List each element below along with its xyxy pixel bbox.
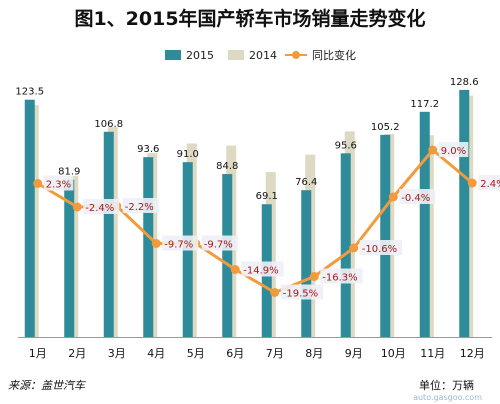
bar-value-label: 117.2 bbox=[410, 99, 439, 110]
yoy-label-text: -2.2% bbox=[125, 202, 154, 213]
yoy-label-text: -14.9% bbox=[243, 266, 278, 277]
yoy-label-bg bbox=[478, 175, 500, 190]
x-tick-label: 7月 bbox=[266, 347, 284, 360]
bar-value-label: 81.9 bbox=[58, 167, 80, 178]
legend-swatch-2015 bbox=[165, 50, 181, 60]
yoy-point bbox=[388, 192, 398, 202]
legend-swatch-2014 bbox=[228, 50, 244, 60]
bar-value-label: 76.4 bbox=[295, 177, 317, 188]
yoy-label-bg bbox=[83, 199, 120, 214]
legend-item-2014: 2014 bbox=[228, 44, 277, 66]
x-tick-label: 12月 bbox=[460, 347, 485, 360]
yoy-label: -2.2% bbox=[122, 198, 159, 213]
yoy-label: -10.6% bbox=[359, 240, 403, 255]
x-tick-labels-layer: 1月 2月 3月 4月 5月 6月 7月 8月 9月 10月 11月 12月 bbox=[29, 347, 485, 360]
yoy-point bbox=[230, 265, 240, 274]
bar-value-label: 105.2 bbox=[371, 122, 400, 133]
yoy-label-bg bbox=[201, 235, 238, 251]
yoy-label-bg bbox=[241, 261, 284, 277]
yoy-label: -2.4% bbox=[83, 199, 120, 214]
legend-swatch-yoy bbox=[285, 50, 307, 60]
bar-2015 bbox=[459, 89, 470, 337]
yoy-label-text: -9.7% bbox=[164, 240, 193, 251]
yoy-point bbox=[151, 239, 161, 248]
yoy-label-bg bbox=[43, 175, 74, 191]
legend: 2015 2014 同比变化 bbox=[0, 44, 500, 66]
bar-2015 bbox=[103, 131, 114, 337]
bar-value-label: 123.5 bbox=[15, 87, 44, 98]
yoy-label: 9.0% bbox=[438, 142, 469, 157]
yoy-label: 2.3% bbox=[43, 175, 74, 191]
x-tick-label: 9月 bbox=[345, 347, 363, 360]
yoy-point bbox=[270, 288, 280, 297]
yoy-point bbox=[33, 179, 43, 188]
bar-2015 bbox=[143, 157, 154, 337]
yoy-point bbox=[428, 145, 438, 155]
yoy-label-bg bbox=[438, 142, 469, 157]
yoy-label-text: -10.6% bbox=[362, 244, 397, 255]
yoy-label: -0.4% bbox=[399, 189, 436, 204]
yoy-label: -9.7% bbox=[201, 235, 238, 251]
bar-2015 bbox=[222, 174, 233, 337]
yoy-label-text: 2.3% bbox=[46, 180, 71, 191]
yoy-point bbox=[72, 202, 82, 212]
yoy-label-bg bbox=[320, 268, 363, 284]
bar-value-label: 95.6 bbox=[335, 140, 357, 151]
yoy-label-bg bbox=[399, 189, 436, 204]
x-tick-label: 2月 bbox=[68, 347, 86, 360]
bar-labels-layer: 123.5 81.9 106.8 93.6 91.0 84.8 69.1 76.4 95.6 10… bbox=[15, 77, 478, 202]
yoy-label-text: -16.3% bbox=[322, 273, 357, 284]
legend-label-2014: 2014 bbox=[249, 48, 277, 62]
bar-value-label: 69.1 bbox=[256, 191, 278, 202]
bar-2015 bbox=[419, 111, 430, 338]
bar-value-label: 84.8 bbox=[216, 161, 238, 172]
yoy-label-bg bbox=[122, 198, 159, 213]
yoy-label: -19.5% bbox=[280, 284, 324, 300]
x-tick-label: 11月 bbox=[420, 347, 445, 360]
x-tick-label: 10月 bbox=[381, 347, 406, 360]
source-note: 来源：盖世汽车 bbox=[8, 379, 85, 392]
bar-2015 bbox=[301, 190, 312, 337]
yoy-label: -16.3% bbox=[320, 268, 363, 284]
unit-note: 单位：万辆 bbox=[419, 379, 474, 392]
x-tick-label: 5月 bbox=[187, 347, 205, 360]
bar-2015 bbox=[24, 99, 35, 337]
yoy-label-text: 2.4% bbox=[480, 179, 500, 190]
bar-value-label: 91.0 bbox=[177, 149, 199, 160]
x-tick-label: 6月 bbox=[226, 347, 244, 360]
bar-2015 bbox=[64, 179, 75, 337]
yoy-label-text: -0.4% bbox=[401, 193, 430, 204]
x-tick-label: 8月 bbox=[305, 347, 323, 360]
bar-value-label: 93.6 bbox=[137, 144, 159, 155]
yoy-label: 2.4% bbox=[478, 175, 500, 190]
legend-item-2015: 2015 bbox=[165, 44, 214, 66]
bar-value-label: 128.6 bbox=[450, 77, 479, 88]
x-tick-label: 3月 bbox=[108, 347, 126, 360]
yoy-point bbox=[309, 272, 319, 281]
yoy-labels-layer: 2.3% -2.4% -2.2% -9.7% -9.7% -14.9% -19.5% -16.… bbox=[43, 142, 500, 300]
yoy-label: -9.7% bbox=[162, 235, 199, 251]
yoy-label: -14.9% bbox=[241, 261, 284, 277]
bar-value-label: 106.8 bbox=[94, 119, 123, 130]
x-tick-label: 4月 bbox=[147, 347, 165, 360]
chart-title: 图1、2015年国产轿车市场销量走势变化 bbox=[74, 8, 426, 30]
x-tick-label: 1月 bbox=[29, 347, 47, 360]
legend-label-yoy: 同比变化 bbox=[312, 49, 356, 62]
legend-item-yoy: 同比变化 bbox=[285, 44, 356, 66]
yoy-label-bg bbox=[162, 235, 199, 251]
legend-label-2015: 2015 bbox=[186, 48, 214, 62]
watermark: auto.gasgoo.com bbox=[413, 393, 482, 402]
yoy-point bbox=[467, 178, 477, 188]
bar-2015 bbox=[380, 134, 391, 337]
yoy-label-text: -9.7% bbox=[204, 240, 233, 251]
yoy-label-text: 9.0% bbox=[441, 146, 466, 157]
bar-2015 bbox=[340, 153, 351, 337]
yoy-label-text: -2.4% bbox=[85, 203, 114, 214]
yoy-label-text: -19.5% bbox=[283, 289, 318, 300]
yoy-label-bg bbox=[280, 284, 324, 300]
yoy-label-bg bbox=[359, 240, 403, 255]
yoy-point bbox=[349, 243, 359, 253]
